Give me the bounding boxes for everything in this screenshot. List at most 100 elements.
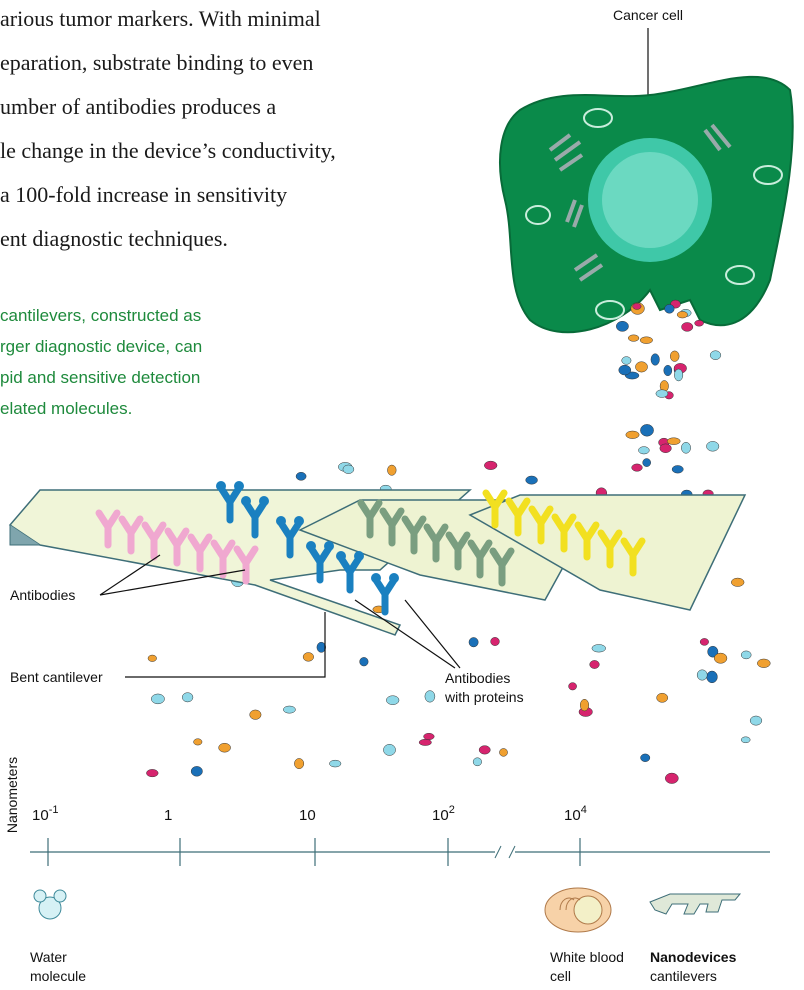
protein (354, 551, 364, 561)
molecule (249, 709, 262, 720)
molecule (625, 430, 640, 439)
antibody (620, 537, 646, 577)
molecules (146, 299, 771, 784)
molecule (676, 311, 688, 319)
molecule (302, 652, 314, 662)
molecule (423, 732, 435, 741)
antibody (505, 497, 531, 537)
white-blood-cell (544, 887, 612, 933)
molecule (656, 692, 669, 703)
organelle (753, 165, 783, 185)
molecule (525, 475, 538, 485)
cantilevers (8, 481, 747, 636)
molecule (731, 577, 745, 587)
molecule (294, 758, 305, 770)
label: Antibodies (10, 587, 75, 603)
caption: cantilevers, constructed as rger diagnos… (0, 306, 202, 418)
molecule (193, 738, 203, 746)
scale: Nanometers 10-1 1 10 102 104 (4, 757, 770, 866)
organelle (548, 123, 732, 282)
molecule (707, 645, 719, 658)
molecule (478, 745, 491, 755)
paragraph-line: ent diagnostic techniques. (0, 226, 228, 251)
antibody (445, 531, 471, 571)
tick-exponent: 2 (449, 804, 455, 816)
tick-base: 1 (164, 807, 172, 824)
label: molecule (30, 968, 86, 984)
molecule (386, 695, 400, 705)
molecule (639, 336, 653, 344)
tick-base: 10 (432, 807, 449, 824)
protein (276, 516, 286, 526)
label: cantilevers (650, 968, 717, 984)
molecule (659, 443, 672, 453)
molecule (146, 769, 159, 778)
antibody (95, 509, 121, 549)
antibody (233, 545, 259, 585)
atom (33, 889, 47, 903)
scale-break (494, 845, 516, 859)
antibody (379, 507, 405, 547)
molecule (424, 690, 436, 703)
molecule (681, 322, 694, 332)
molecule (616, 320, 629, 332)
molecule (664, 304, 675, 314)
organelle (725, 265, 755, 285)
molecule (568, 682, 577, 691)
antibody (574, 521, 600, 561)
antibody (357, 499, 383, 539)
molecule (632, 303, 642, 310)
molecule (713, 652, 728, 664)
nucleus-inner (602, 152, 698, 248)
protein (371, 573, 381, 583)
molecule (669, 350, 680, 362)
molecule (663, 364, 673, 377)
molecule (631, 463, 643, 472)
antibody (597, 529, 623, 569)
molecule (650, 353, 660, 366)
molecule (681, 442, 691, 454)
tick-exponent: 4 (581, 804, 587, 816)
nucleus (573, 895, 603, 925)
antibody (187, 533, 213, 573)
molecule (635, 361, 648, 373)
molecule (359, 657, 369, 667)
molecule (342, 464, 355, 474)
paragraph: arious tumor markers. With minimal epara… (0, 6, 336, 251)
paragraph-line: umber of antibodies produces a (0, 94, 276, 119)
molecule (383, 744, 396, 756)
cantilever-edge (9, 525, 40, 546)
antibody (482, 489, 508, 529)
antibody (118, 515, 144, 555)
molecule (472, 757, 482, 767)
molecule (749, 715, 763, 726)
protein (241, 496, 251, 506)
molecule (283, 705, 296, 714)
caption-line: pid and sensitive detection (0, 368, 200, 387)
caption-line: cantilevers, constructed as (0, 306, 201, 325)
tick-label: 1 (164, 807, 172, 824)
ticks: 10-1 1 10 102 104 (32, 804, 587, 866)
organelle (525, 205, 551, 225)
molecule (706, 441, 720, 452)
molecule (218, 742, 231, 753)
caption-line: elated molecules. (0, 399, 132, 418)
label: cell (550, 968, 571, 984)
cantilever (649, 893, 742, 915)
molecule (740, 650, 752, 660)
molecule (484, 460, 498, 470)
protein (389, 573, 399, 583)
molecule (468, 637, 479, 648)
antibody (489, 547, 515, 587)
molecule (665, 772, 679, 784)
molecule (618, 364, 632, 376)
protein (216, 481, 226, 491)
molecule (655, 389, 669, 398)
label: Antibodies (445, 670, 510, 686)
molecule (387, 464, 397, 476)
tick-label: 10 (299, 807, 316, 824)
molecule (591, 644, 606, 653)
antibodies (95, 481, 646, 616)
molecule (640, 424, 654, 437)
molecule (190, 766, 203, 777)
